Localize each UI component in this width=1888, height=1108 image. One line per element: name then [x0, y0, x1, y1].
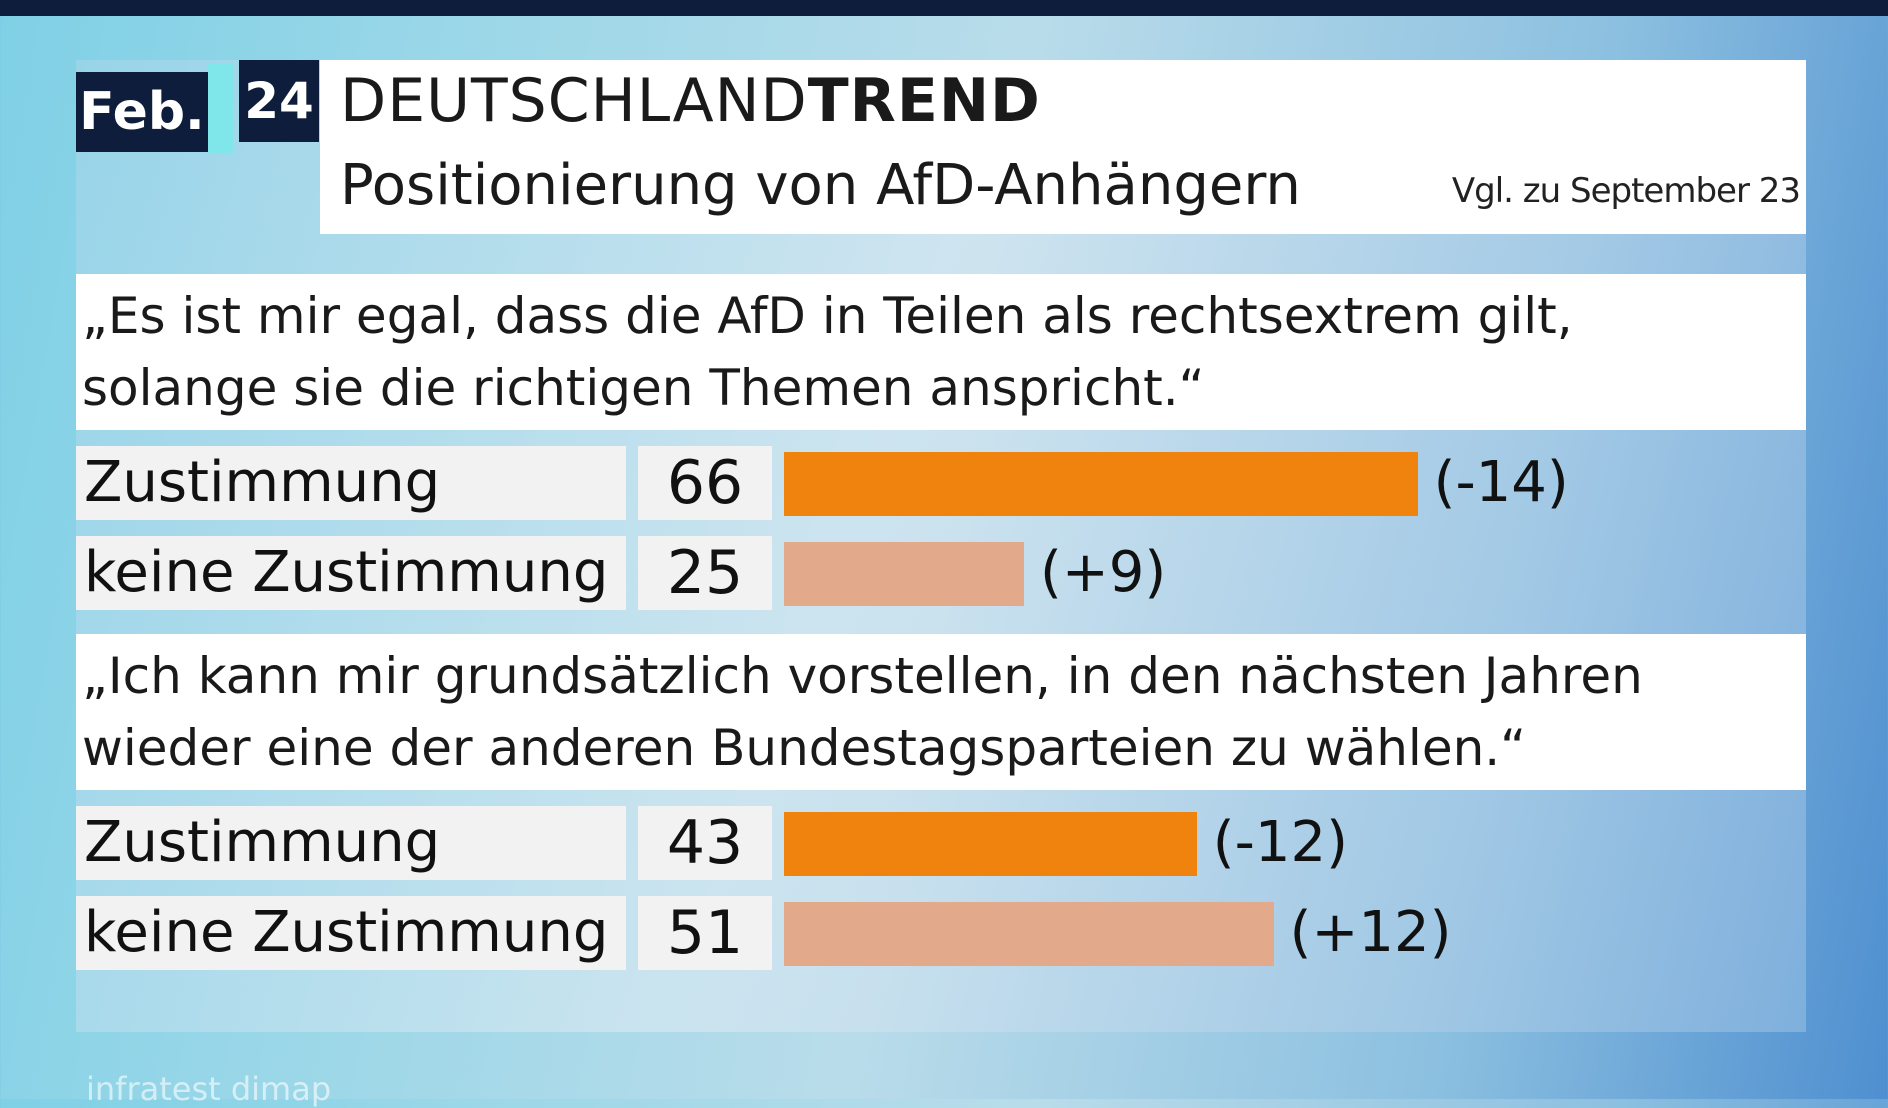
- date-accent-stripe: [208, 63, 233, 153]
- row-label: keine Zustimmung: [76, 536, 626, 610]
- source-credit: infratest dimap: [86, 1070, 332, 1108]
- row-label: keine Zustimmung: [76, 896, 626, 970]
- page-title: Positionierung von AfD-Anhängern: [340, 153, 1301, 218]
- bar-agree: [784, 452, 1418, 516]
- question-box-2: „Ich kann mir grundsätzlich vorstellen, …: [76, 634, 1806, 790]
- question-text-2: „Ich kann mir grundsätzlich vorstellen, …: [82, 647, 1643, 777]
- row-label: Zustimmung: [76, 446, 626, 520]
- bar-disagree: [784, 542, 1024, 606]
- brand-title: DEUTSCHLANDTREND: [340, 64, 1041, 138]
- top-bar: [0, 0, 1888, 16]
- change-label: (+12): [1289, 900, 1452, 965]
- date-year-badge: 24: [239, 60, 319, 142]
- question-text-1: „Es ist mir egal, dass die AfD in Teilen…: [82, 287, 1573, 417]
- row-value: 25: [638, 536, 772, 610]
- brand-title-light: DEUTSCHLAND: [340, 66, 808, 136]
- change-label: (-12): [1212, 810, 1348, 875]
- question-box-1: „Es ist mir egal, dass die AfD in Teilen…: [76, 274, 1806, 430]
- date-month-badge: Feb.: [76, 72, 208, 152]
- row-label: Zustimmung: [76, 806, 626, 880]
- header-box: [320, 60, 1806, 234]
- row-value: 43: [638, 806, 772, 880]
- row-value: 51: [638, 896, 772, 970]
- bar-agree: [784, 812, 1197, 876]
- comparison-note: Vgl. zu September 23: [1451, 171, 1801, 211]
- bar-disagree: [784, 902, 1274, 966]
- change-label: (-14): [1433, 450, 1569, 515]
- brand-title-bold: TREND: [807, 66, 1041, 136]
- change-label: (+9): [1040, 540, 1167, 605]
- row-value: 66: [638, 446, 772, 520]
